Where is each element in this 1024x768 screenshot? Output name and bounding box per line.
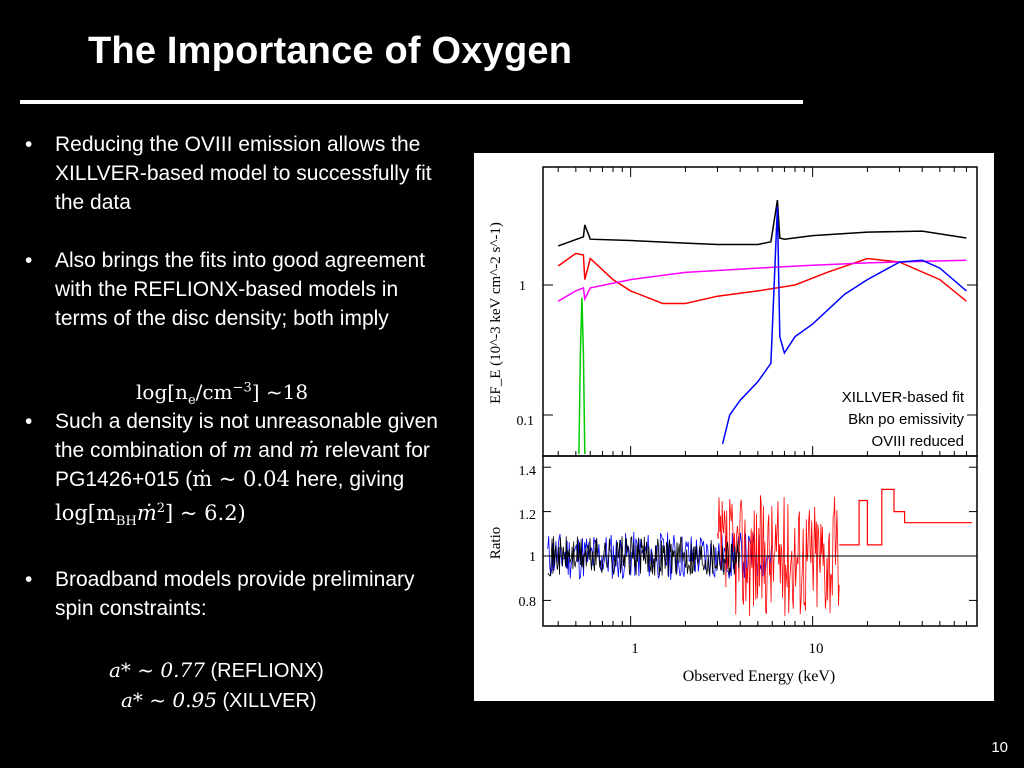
bullet-density-reasonable: • Such a density is not unreasonable giv… xyxy=(20,407,450,536)
bullet-spin-constraints: • Broadband models provide preliminary s… xyxy=(20,565,450,623)
bullet-text: Also brings the fits into good agreement… xyxy=(55,249,426,330)
annotation-line-3: OVIII reduced xyxy=(871,433,964,450)
accretion-rate-value: ṁ ~ 0.04 xyxy=(192,467,290,491)
x-axis-label: Observed Energy (keV) xyxy=(683,668,836,685)
spectrum-figure: 1 0.1 EF_E (10^-3 keV cm^-2 s^-1) XILLVE… xyxy=(474,153,994,701)
bullet-text: relevant for PG1426+015 ( xyxy=(55,439,430,491)
series-line-4 xyxy=(578,297,586,455)
bullet-text: here, giving xyxy=(289,468,405,491)
bullet-dot: • xyxy=(25,410,33,433)
bullet-text: Reducing the OVIII emission allows the X… xyxy=(55,133,432,214)
log-mass-value: ] ~ 6.2) xyxy=(165,501,246,525)
bullet-text: Such a density is not unreasonable given… xyxy=(55,410,438,462)
title-underline xyxy=(20,100,803,104)
bullet-disc-density: • Also brings the fits into good agreeme… xyxy=(20,246,450,333)
annotation-line-2: Bkn po emissivity xyxy=(848,411,964,428)
y-tick-label: 1 xyxy=(519,279,526,294)
slide-title: The Importance of Oxygen xyxy=(88,30,573,72)
density-unit: /cm xyxy=(195,380,233,404)
ratio-trace-red xyxy=(717,495,840,617)
bullet-dot: • xyxy=(25,133,33,156)
series-line-3 xyxy=(721,206,967,444)
bullet-dot: • xyxy=(25,249,33,272)
spin-value: a* ~ 0.77 xyxy=(109,658,205,682)
ratio-trace-red-binned xyxy=(839,488,972,546)
density-value: ] ~18 xyxy=(251,380,309,404)
annotation-line-1: XILLVER-based fit xyxy=(842,389,965,406)
ratio-series-group xyxy=(547,488,972,617)
ratio-y-tick-label: 0.8 xyxy=(519,595,537,610)
ratio-trace-black xyxy=(547,535,741,577)
spin-model: (REFLIONX) xyxy=(204,660,324,682)
ratio-panel-frame xyxy=(542,455,978,627)
x-tick-label: 10 xyxy=(809,641,824,657)
accretion-rate-symbol: ṁ xyxy=(136,501,157,525)
bullet-dot: • xyxy=(25,568,33,592)
mass-symbol: m xyxy=(232,438,253,462)
spectrum-chart: 1 0.1 EF_E (10^-3 keV cm^-2 s^-1) XILLVE… xyxy=(488,166,978,685)
bullet-text: and xyxy=(252,439,300,462)
bullet-list: • Reducing the OVIII emission allows the… xyxy=(20,130,450,623)
series-group xyxy=(557,199,967,455)
ratio-y-tick-label: 1.4 xyxy=(519,464,537,479)
spectrum-y-axis-label: EF_E (10^-3 keV cm^-2 s^-1) xyxy=(488,222,504,404)
ratio-y-tick-label: 1 xyxy=(529,550,536,565)
ratio-y-tick-label: 1.2 xyxy=(519,508,537,523)
accretion-rate-symbol: ṁ xyxy=(299,438,320,462)
log-mass-expr: log[m xyxy=(55,501,116,525)
density-exponent: −3 xyxy=(232,380,252,396)
series-line-1 xyxy=(557,252,967,305)
spin-value: a* ~ 0.95 xyxy=(121,688,217,712)
series-line-0 xyxy=(557,199,967,247)
density-subscript: e xyxy=(187,393,196,408)
bh-subscript: BH xyxy=(115,514,137,530)
slide-number: 10 xyxy=(991,739,1008,756)
bullet-oviii-emission: • Reducing the OVIII emission allows the… xyxy=(20,130,450,217)
ratio-y-axis-label: Ratio xyxy=(488,527,504,560)
y-tick-label: 0.1 xyxy=(517,414,535,429)
density-equation: log[ne/cm−3] ~18 xyxy=(136,380,308,408)
spin-model: (XILLVER) xyxy=(216,690,317,712)
squared-superscript: 2 xyxy=(156,501,166,516)
series-line-2 xyxy=(557,259,967,302)
density-log: log[n xyxy=(136,380,188,404)
spin-reflionx: a* ~ 0.77 (REFLIONX) xyxy=(109,658,324,683)
spin-xillver: a* ~ 0.95 (XILLVER) xyxy=(121,688,317,713)
x-tick-label: 1 xyxy=(631,641,639,657)
bullet-text: Broadband models provide preliminary spi… xyxy=(55,568,415,621)
